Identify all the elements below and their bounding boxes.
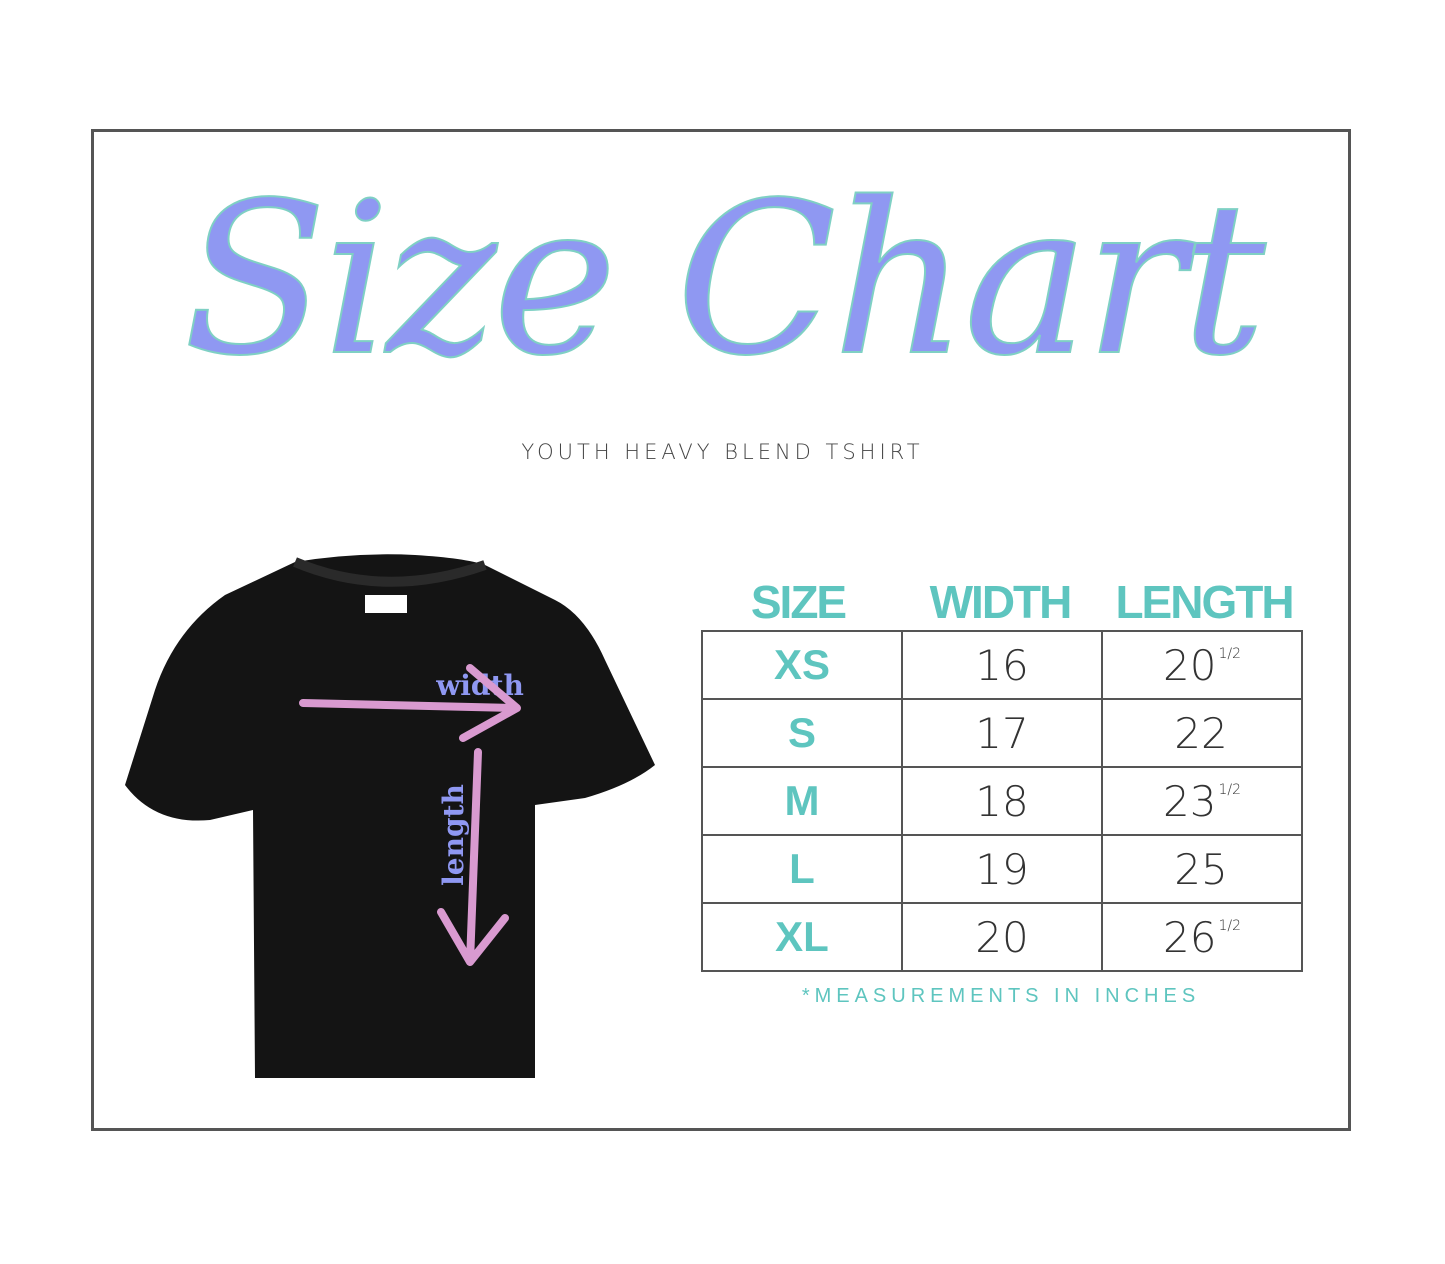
header-length: LENGTH — [1115, 576, 1294, 628]
page-title: Size Chart — [182, 156, 1267, 403]
tshirt-diagram: width length — [125, 554, 655, 1078]
length-arrow-icon — [437, 748, 509, 966]
size-table: XS 16 20 1/2 S 17 22 M 18 23 1/2 L 19 25 XL 20 26 1/2 — [701, 630, 1303, 972]
length-value: 26 — [1163, 912, 1217, 962]
width-cell: 17 — [901, 698, 1103, 768]
table-row: XL 20 26 1/2 — [701, 902, 1303, 972]
size-cell: XL — [701, 902, 903, 972]
length-value: 20 — [1163, 640, 1217, 690]
table-row: L 19 25 — [701, 834, 1303, 904]
length-value: 22 — [1174, 708, 1228, 758]
width-arrow-icon — [299, 664, 521, 742]
length-cell: 26 1/2 — [1101, 902, 1303, 972]
width-cell: 18 — [901, 766, 1103, 836]
tshirt-shape — [125, 554, 655, 1078]
size-cell: XS — [701, 630, 903, 700]
table-row: S 17 22 — [701, 698, 1303, 768]
width-cell: 19 — [901, 834, 1103, 904]
table-row: XS 16 20 1/2 — [701, 630, 1303, 700]
header-size: SIZE — [750, 576, 847, 628]
tshirt-tag — [365, 595, 407, 613]
length-value: 25 — [1174, 844, 1228, 894]
product-subtitle: YOUTH HEAVY BLEND TSHIRT — [521, 440, 924, 464]
table-row: M 18 23 1/2 — [701, 766, 1303, 836]
header-width: WIDTH — [929, 576, 1073, 628]
width-cell: 16 — [901, 630, 1103, 700]
length-label: length — [437, 784, 470, 886]
length-cell: 22 — [1101, 698, 1303, 768]
length-fraction: 1/2 — [1218, 645, 1241, 662]
chart-frame — [91, 129, 1351, 1131]
size-cell: L — [701, 834, 903, 904]
measurement-note: *MEASUREMENTS IN INCHES — [801, 985, 1201, 1007]
length-value: 23 — [1163, 776, 1217, 826]
length-cell: 25 — [1101, 834, 1303, 904]
length-fraction: 1/2 — [1218, 781, 1241, 798]
length-fraction: 1/2 — [1218, 917, 1241, 934]
length-cell: 23 1/2 — [1101, 766, 1303, 836]
size-cell: M — [701, 766, 903, 836]
size-cell: S — [701, 698, 903, 768]
width-cell: 20 — [901, 902, 1103, 972]
length-cell: 20 1/2 — [1101, 630, 1303, 700]
